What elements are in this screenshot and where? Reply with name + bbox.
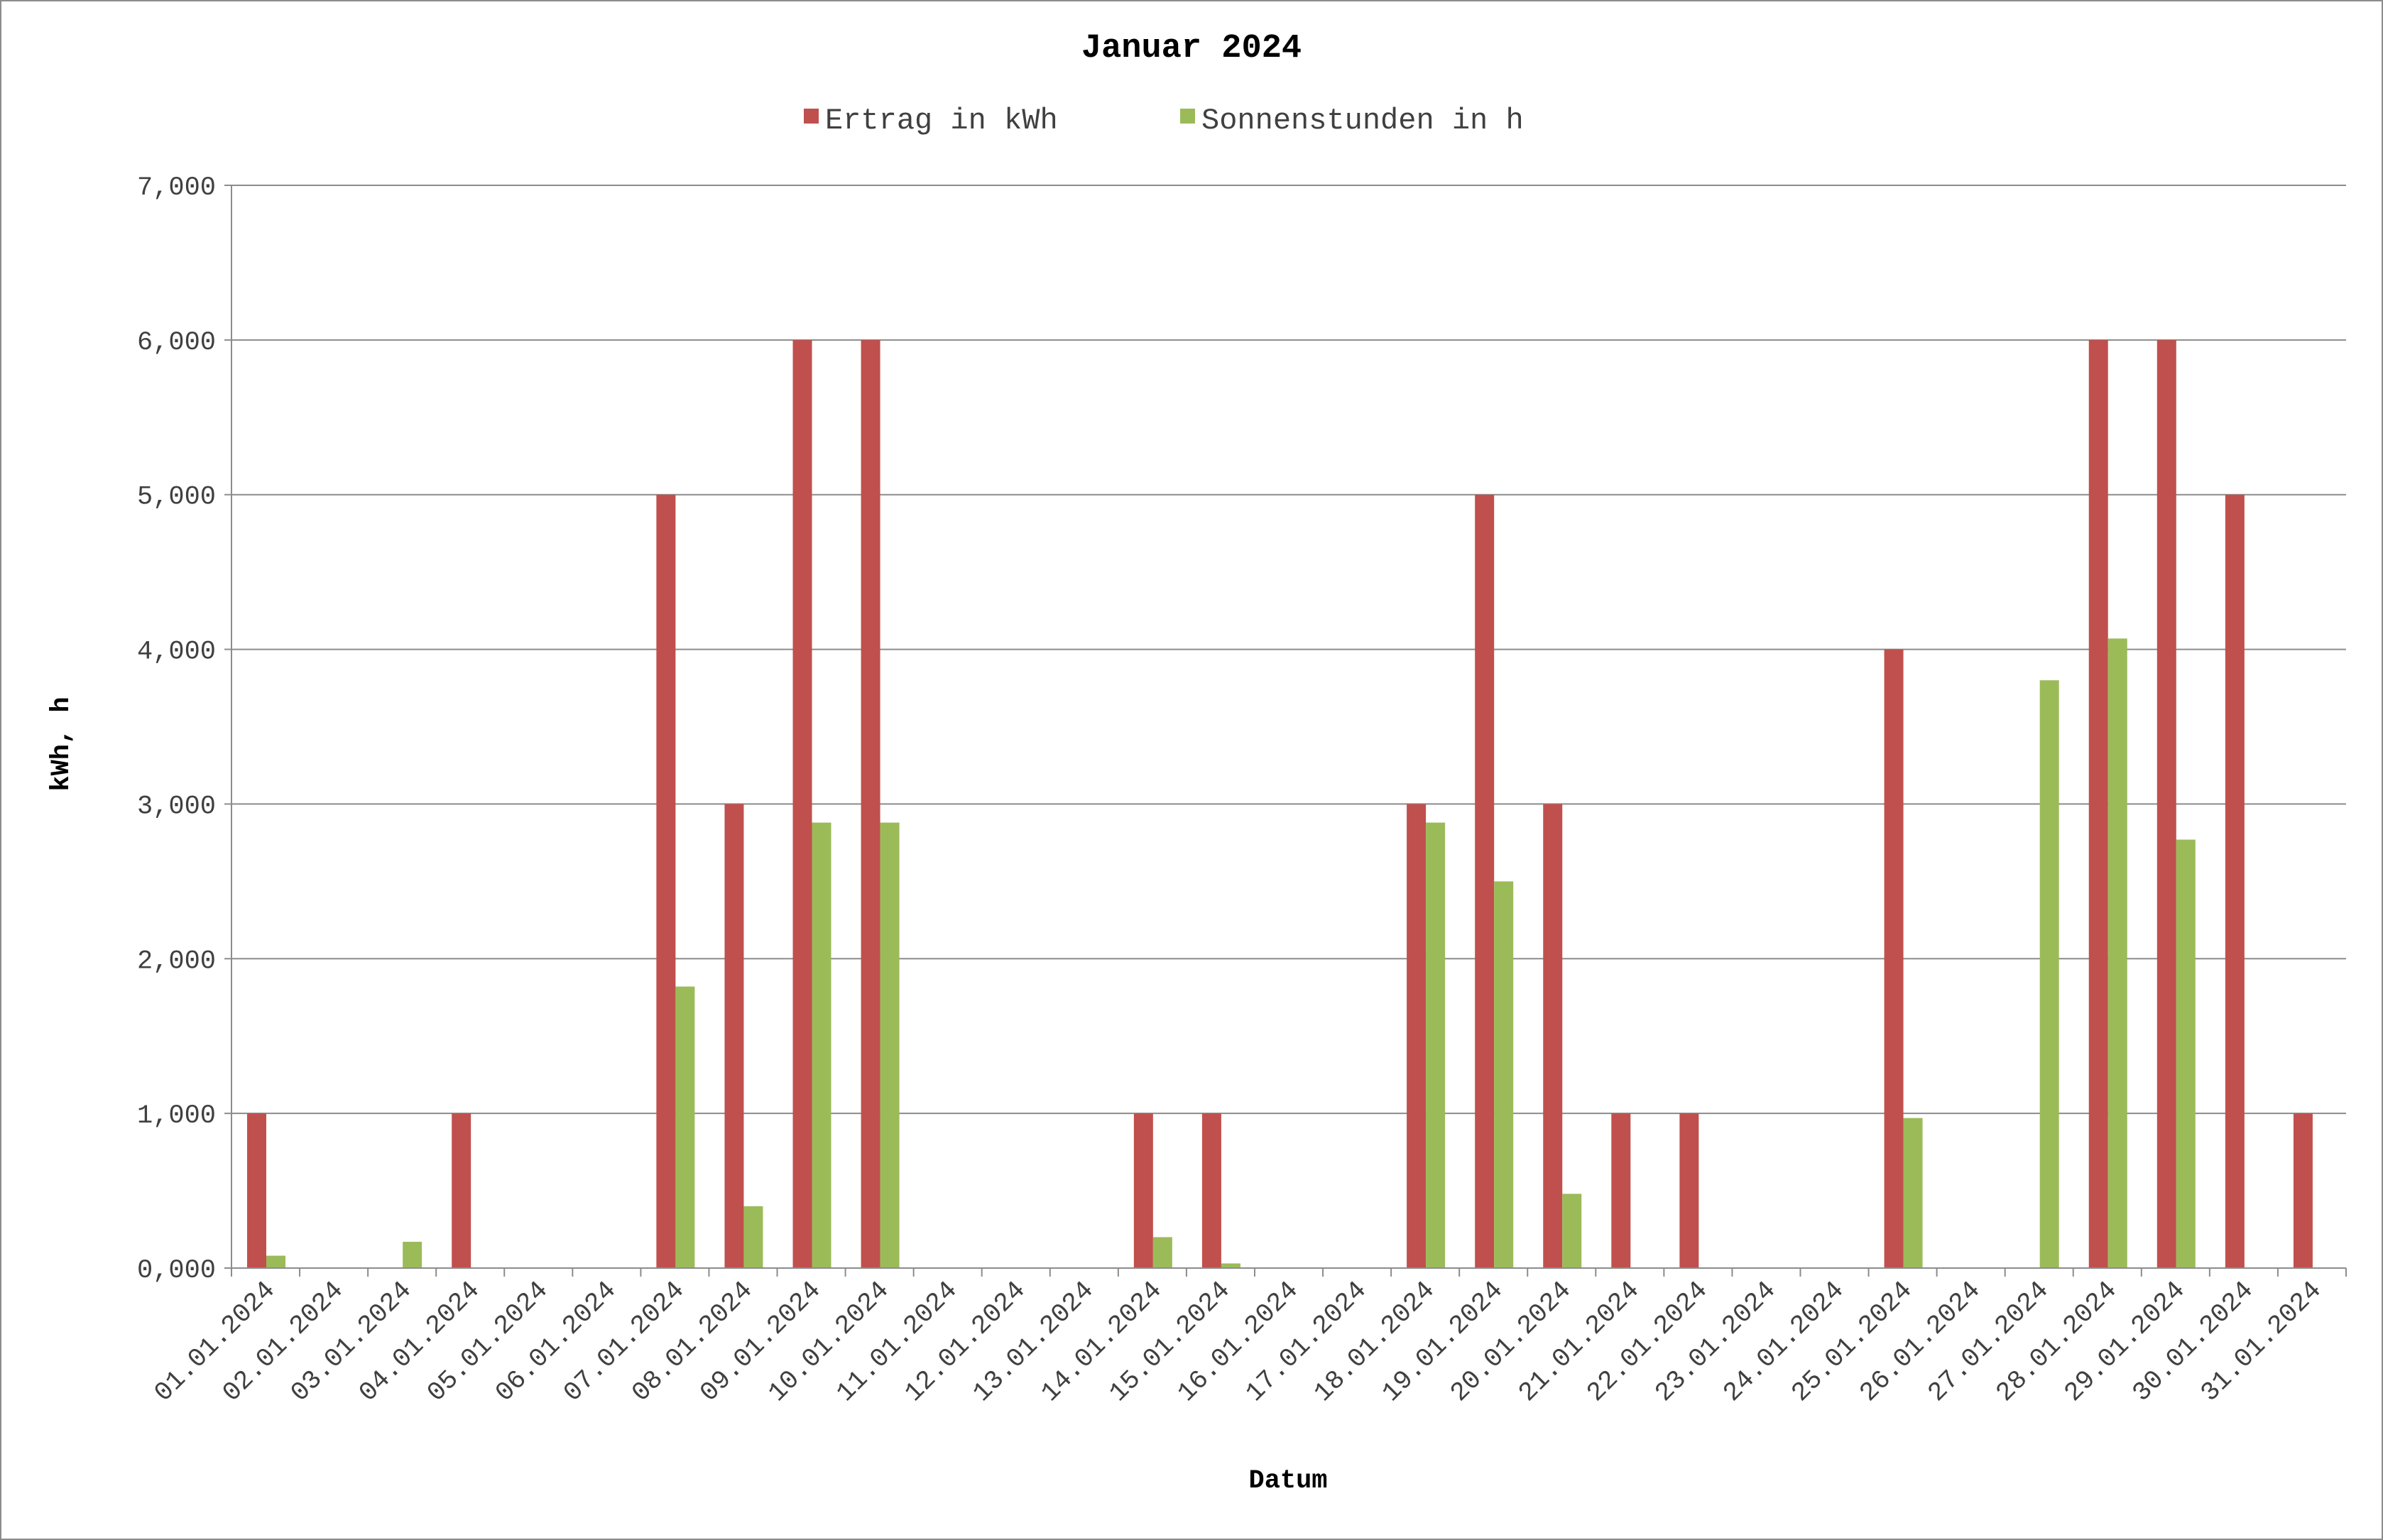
axes [224, 185, 2347, 1277]
bar-sonnenstunden [675, 986, 695, 1268]
bar-sonnenstunden [2039, 680, 2059, 1268]
bar-sonnenstunden [880, 822, 900, 1268]
bar-ertrag [2293, 1113, 2313, 1268]
bar-ertrag [247, 1113, 266, 1268]
y-tick-label: 4,000 [137, 638, 216, 667]
bar-ertrag [2156, 339, 2176, 1268]
y-tick-label: 6,000 [137, 328, 216, 358]
legend-label-ertrag: Ertrag in kWh [825, 104, 1058, 138]
bar-sonnenstunden [266, 1255, 285, 1268]
chart-title: Januar 2024 [1081, 30, 1302, 67]
bar-sonnenstunden [1221, 1263, 1240, 1268]
bar-sonnenstunden [743, 1206, 763, 1268]
bar-ertrag [452, 1113, 471, 1268]
bar-sonnenstunden [1152, 1237, 1172, 1268]
y-tick-label: 0,000 [137, 1256, 216, 1286]
y-tick-label: 2,000 [137, 946, 216, 976]
legend-label-sonnenstunden: Sonnenstunden in h [1201, 104, 1524, 138]
y-tick-labels: 0,000 1,000 2,000 3,000 4,000 5,000 6,000 7,000 [137, 173, 216, 1286]
bar-ertrag [861, 339, 880, 1268]
bar-ertrag [1475, 494, 1495, 1268]
bar-ertrag [656, 494, 676, 1268]
y-tick-label: 3,000 [137, 792, 216, 821]
x-tick-labels: 01.01.202402.01.202403.01.202404.01.2024… [149, 1276, 2328, 1409]
bar-sonnenstunden [1494, 881, 1514, 1268]
bar-ertrag [2088, 339, 2108, 1268]
bar-ertrag [1201, 1113, 1221, 1268]
bar-ertrag [1543, 804, 1563, 1268]
bar-sonnenstunden [1903, 1118, 1923, 1268]
legend-swatch-sonnenstunden [1180, 109, 1195, 124]
x-tick-label: 31.01.2024 [2196, 1276, 2328, 1409]
bar-ertrag [2225, 494, 2245, 1268]
bar-sonnenstunden [1426, 822, 1446, 1268]
legend-swatch-ertrag [804, 109, 819, 124]
bar-ertrag [1407, 804, 1427, 1268]
legend: Ertrag in kWh Sonnenstunden in h [804, 104, 1524, 138]
gridlines [231, 185, 2346, 1115]
x-axis-title: Datum [1248, 1466, 1327, 1496]
bar-ertrag [724, 804, 744, 1268]
bar-ertrag [1679, 1113, 1699, 1268]
y-tick-label: 5,000 [137, 483, 216, 513]
bar-sonnenstunden [812, 822, 831, 1268]
y-tick-label: 1,000 [137, 1101, 216, 1131]
bar-sonnenstunden [1562, 1194, 1582, 1268]
y-axis-title: kWh, h [47, 697, 77, 791]
bar-sonnenstunden [2107, 638, 2127, 1268]
bar-sonnenstunden [403, 1241, 422, 1268]
bar-ertrag [1133, 1113, 1153, 1268]
bar-sonnenstunden [2176, 839, 2196, 1268]
y-tick-label: 7,000 [137, 173, 216, 203]
bar-ertrag [1611, 1113, 1631, 1268]
bar-ertrag [792, 339, 812, 1268]
bars [247, 339, 2313, 1268]
bar-ertrag [1884, 649, 1904, 1268]
